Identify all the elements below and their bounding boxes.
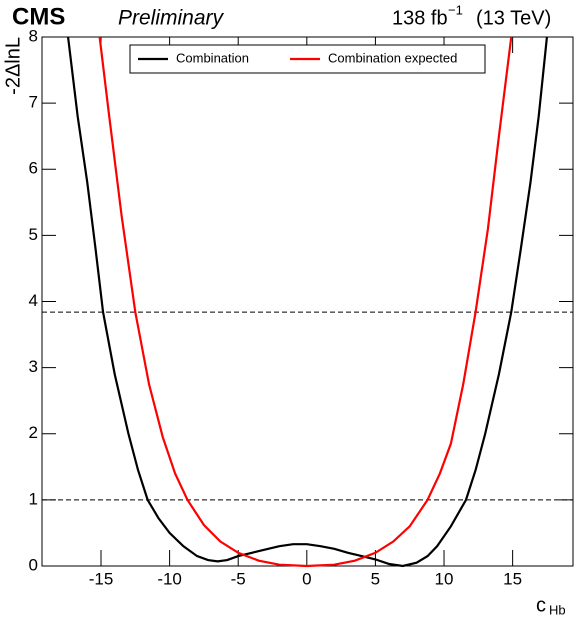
x-tick-label: -5 — [231, 569, 246, 588]
experiment: CMS — [12, 3, 65, 30]
x-tick-label: -15 — [89, 569, 114, 588]
x-tick-label: -10 — [157, 569, 182, 588]
y-tick-label: 1 — [29, 489, 38, 508]
y-tick-label: 4 — [29, 291, 38, 310]
legend-label: Combination expected — [328, 50, 457, 65]
y-tick-label: 8 — [29, 26, 38, 45]
lumi: 138 fb — [392, 7, 448, 29]
y-tick-label: 6 — [29, 159, 38, 178]
x-tick-label: 15 — [503, 569, 522, 588]
legend-label: Combination — [176, 50, 249, 65]
line-series — [66, 36, 549, 568]
energy: (13 TeV) — [476, 7, 551, 29]
x-axis-label-sub: Hb — [549, 602, 566, 617]
x-axis-label: c — [536, 594, 546, 616]
y-tick-label: 0 — [29, 555, 38, 574]
y-tick-label: 5 — [29, 225, 38, 244]
x-tick-label: 5 — [371, 569, 380, 588]
y-tick-label: 7 — [29, 93, 38, 112]
y-tick-label: 2 — [29, 423, 38, 442]
plot-frame — [41, 36, 574, 567]
x-tick-label: 0 — [302, 569, 311, 588]
x-tick-label: 10 — [435, 569, 454, 588]
y-axis-label: -2ΔlnL — [2, 37, 24, 95]
status: Preliminary — [118, 7, 225, 30]
line-series — [98, 36, 513, 568]
y-tick-label: 3 — [29, 357, 38, 376]
lumi-exponent: −1 — [448, 2, 463, 17]
